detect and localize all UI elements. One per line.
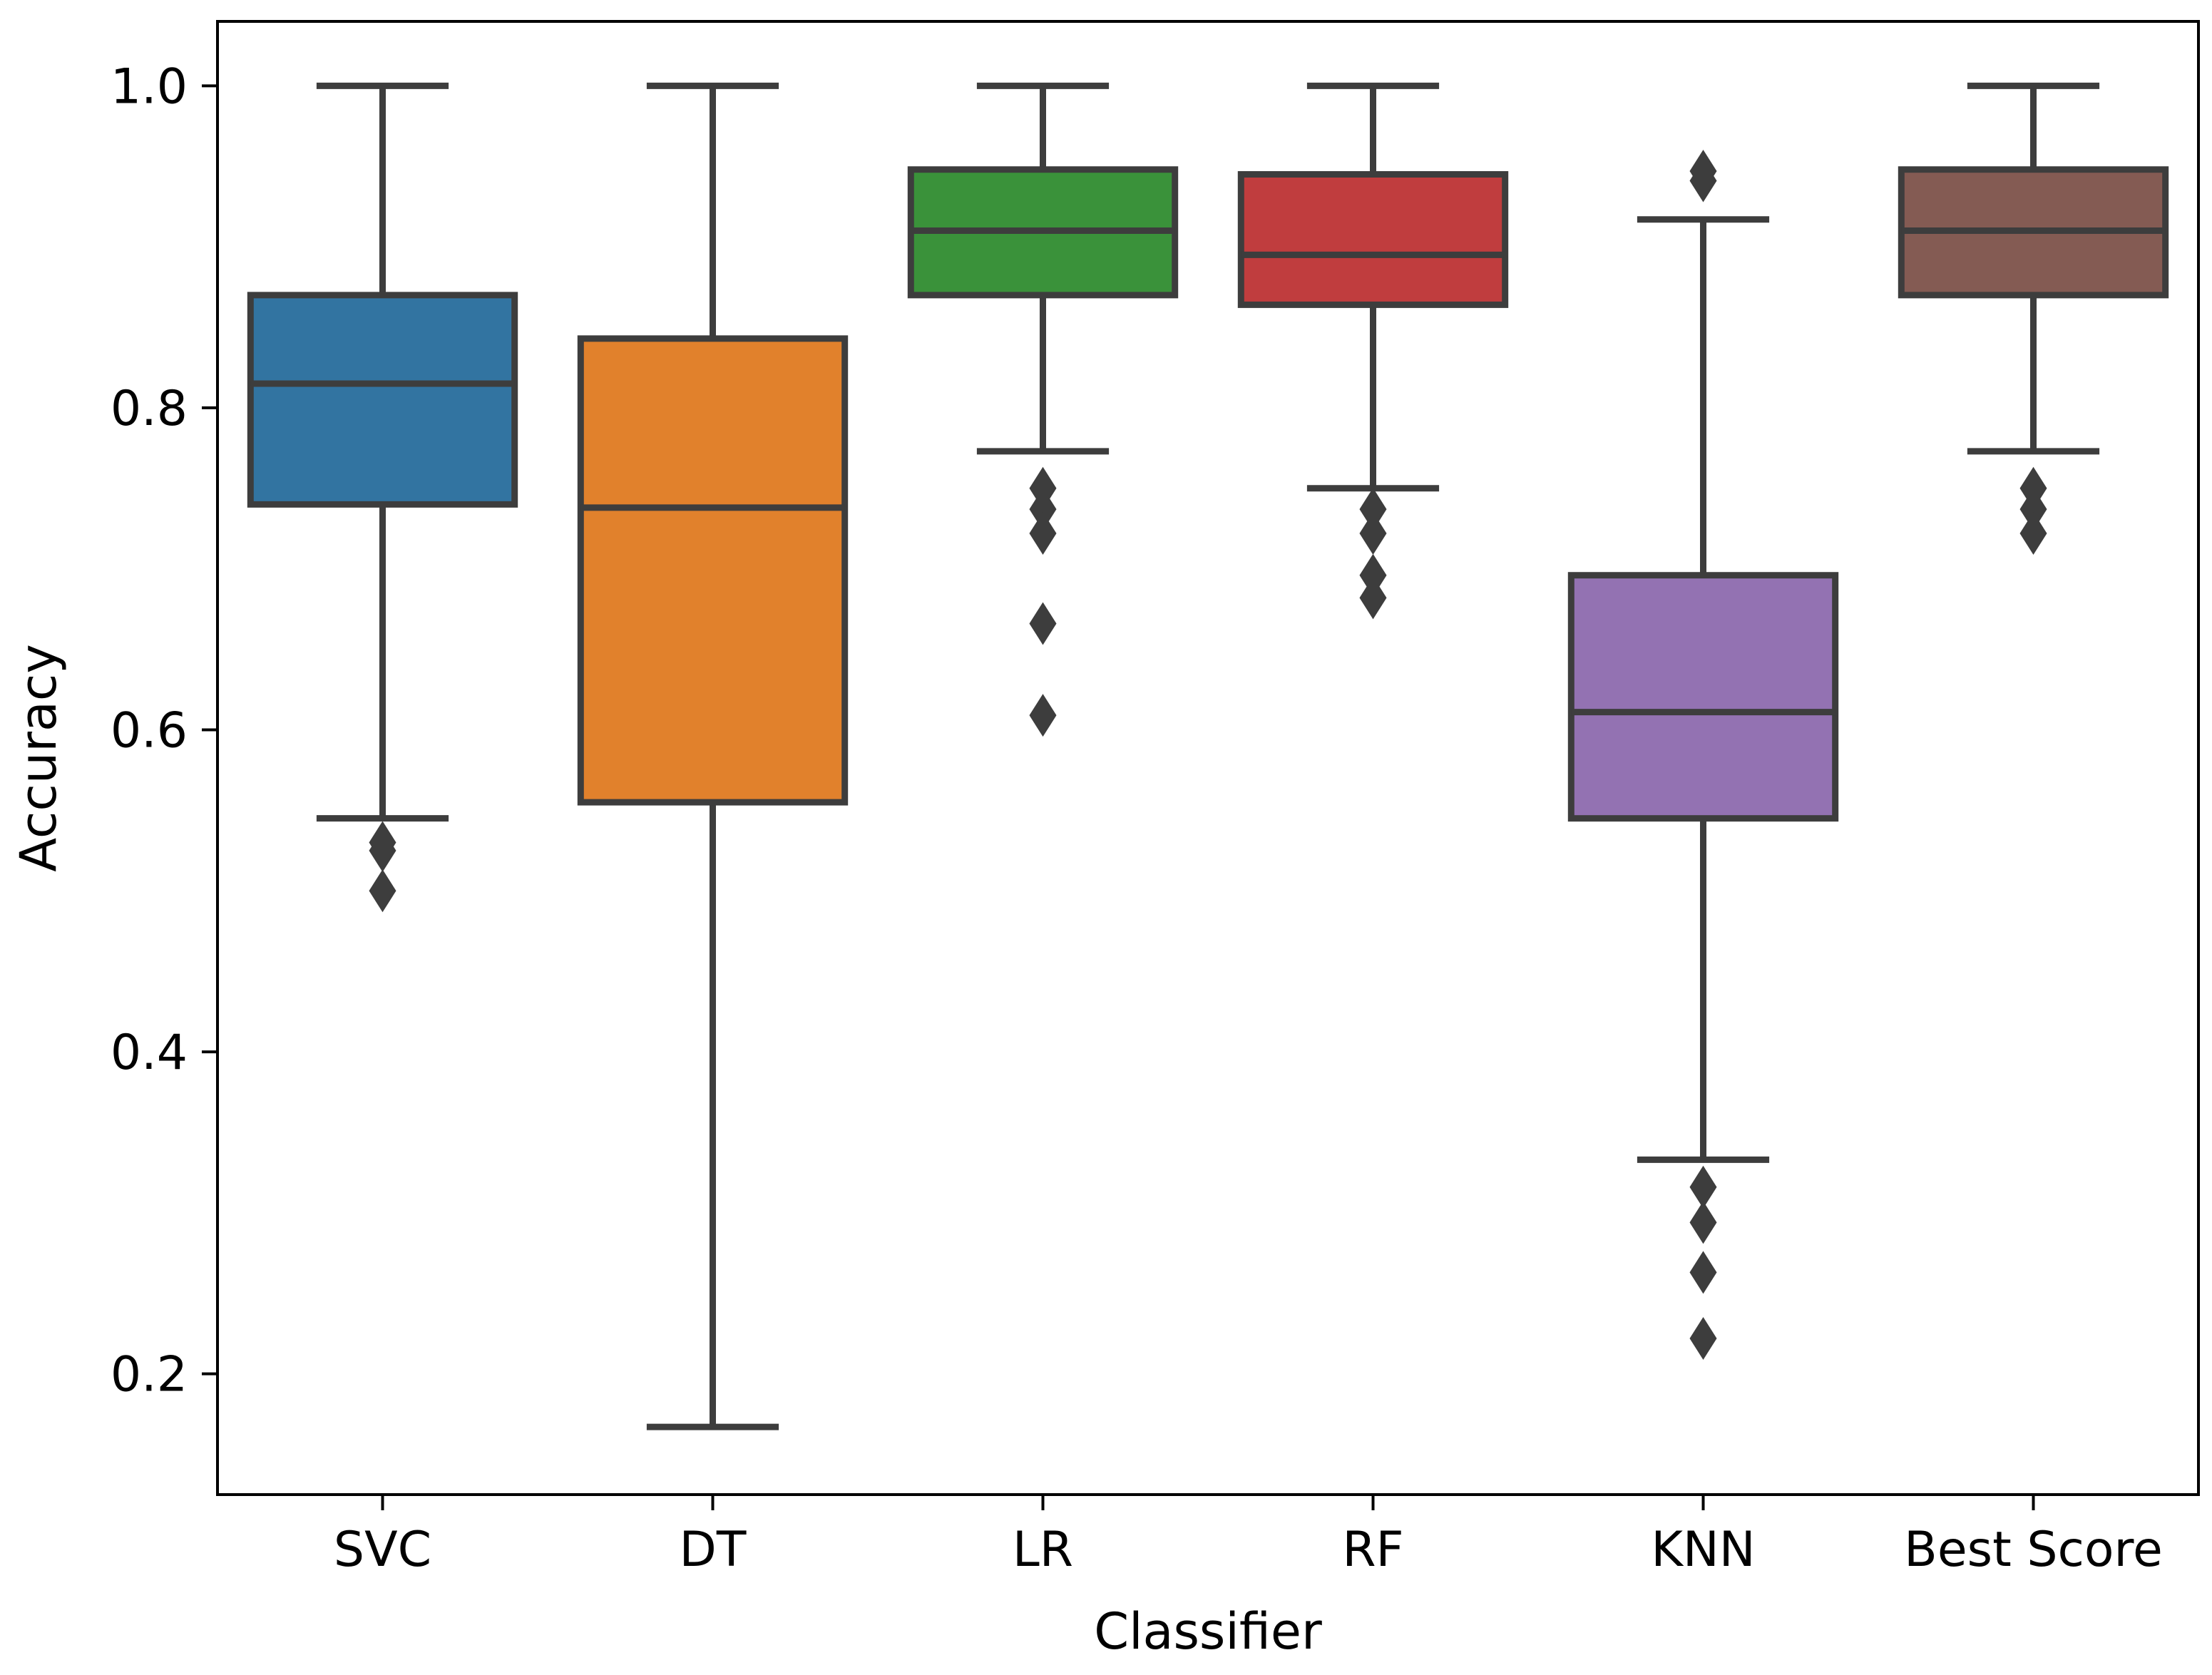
box-group-svc: [247, 82, 518, 913]
y-tick-label: 1.0: [111, 58, 188, 115]
outlier-point: [1359, 553, 1387, 597]
plot-frame: [216, 20, 2200, 1496]
box-group-knn: [1567, 149, 1839, 1360]
outlier-point: [1359, 488, 1387, 531]
outlier-point: [2019, 488, 2047, 531]
outlier-point: [1359, 512, 1387, 555]
box-iqr: [1237, 171, 1509, 308]
box-group-lr: [907, 82, 1179, 737]
y-tick-label: 0.4: [111, 1025, 188, 1081]
outlier-point: [1689, 1316, 1717, 1360]
box-iqr: [577, 335, 849, 806]
box-group-dt: [577, 82, 849, 1430]
outlier-point: [2019, 512, 2047, 555]
x-tick-label: Best Score: [1904, 1522, 2163, 1578]
plot-area: [247, 82, 2169, 1430]
box-iqr: [1567, 572, 1839, 822]
outlier-point: [1689, 1165, 1717, 1209]
x-tick-label: SVC: [334, 1522, 431, 1578]
x-tick-label: KNN: [1651, 1522, 1755, 1578]
outlier-point: [1359, 576, 1387, 620]
axes: 0.2 0.4 0.6 0.8 1.0 SVC DT LR RF KNN Best Score: [111, 20, 2200, 1578]
outlier-point: [1029, 694, 1057, 737]
box-iqr: [247, 292, 518, 508]
x-tick-label: DT: [680, 1522, 747, 1578]
x-tick-label: LR: [1013, 1522, 1073, 1578]
y-tick-label: 0.8: [111, 381, 188, 437]
outlier-point: [1689, 159, 1717, 203]
box-group-best-score: [1898, 82, 2169, 555]
y-axis-title: Accuracy: [9, 644, 68, 872]
outlier-point: [369, 869, 396, 913]
x-tick-label: RF: [1342, 1522, 1403, 1578]
box-group-rf: [1237, 82, 1509, 620]
outlier-point: [369, 829, 396, 872]
outlier-point: [1029, 602, 1057, 645]
y-tick-label: 0.6: [111, 702, 188, 759]
outlier-point: [1029, 512, 1057, 555]
outlier-point: [1689, 1251, 1717, 1294]
outlier-point: [1029, 488, 1057, 531]
x-axis-title: Classifier: [1094, 1602, 1322, 1661]
outlier-point: [1689, 1201, 1717, 1244]
y-tick-label: 0.2: [111, 1347, 188, 1403]
